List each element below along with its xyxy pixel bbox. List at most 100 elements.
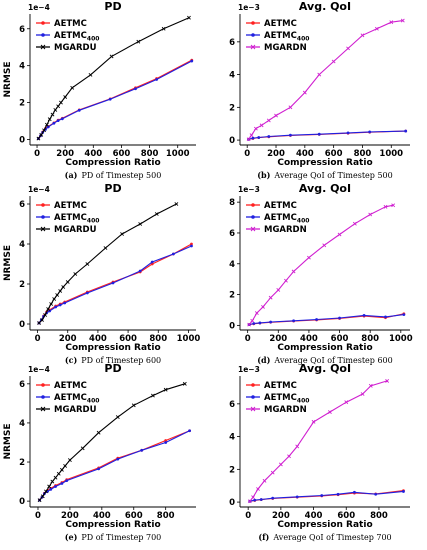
data-point — [289, 133, 292, 137]
y-tick-label: 4 — [229, 433, 235, 443]
x-tick-label: 600 — [119, 334, 137, 344]
series-3 — [36, 15, 191, 141]
data-point — [65, 479, 69, 483]
data-point — [247, 499, 252, 504]
y-tick-label: 8 — [229, 198, 235, 208]
x-tick-label: 400 — [89, 334, 107, 344]
y-tick-label: 0 — [19, 135, 25, 145]
y-tick-label: 2 — [229, 103, 235, 113]
data-point — [353, 490, 356, 494]
data-point — [47, 117, 52, 122]
chart-title: Avg. QoI — [299, 0, 351, 13]
data-point — [54, 485, 57, 488]
data-point — [389, 20, 394, 25]
data-point — [338, 316, 341, 320]
y-multiplier: 1e−4 — [28, 365, 50, 374]
data-point — [103, 246, 108, 250]
y-tick-label: 0 — [19, 497, 25, 507]
data-point — [250, 318, 255, 323]
chart-panel-6: 0 200 400 600 800 0 2 4 6 Avg. QoI 1e−3 Compression… — [229, 362, 410, 542]
legend-marker — [40, 44, 46, 50]
x-tick-label: 200 — [272, 511, 290, 521]
y-tick-label: 6 — [229, 400, 235, 410]
data-point — [120, 232, 124, 236]
data-point — [252, 322, 256, 325]
data-point — [368, 212, 373, 217]
data-point — [50, 479, 55, 484]
data-point — [59, 100, 63, 105]
data-point — [49, 302, 54, 306]
data-point — [63, 301, 67, 305]
data-point — [150, 393, 155, 398]
data-point — [331, 59, 336, 64]
x-tick-label: 1000 — [389, 334, 413, 344]
caption-text: Average QoI of Timestep 500 — [273, 171, 392, 180]
x-tick-label: 800 — [361, 334, 379, 344]
y-tick-label: 4 — [19, 62, 25, 72]
legend-label: AETMC — [264, 381, 297, 391]
legend-label: AETMC — [264, 201, 297, 211]
chart-title: Avg. QoI — [299, 362, 351, 375]
data-point — [315, 318, 318, 321]
data-point — [287, 454, 291, 459]
legend-label: MGARDN — [264, 405, 307, 415]
chart-panel-5: 0 200 400 600 800 0 2 4 6 PD 1e−4 Compression Ratio… — [3, 362, 196, 542]
data-point — [171, 252, 175, 256]
data-point — [317, 132, 321, 136]
legend-item: MGARDN — [246, 405, 307, 415]
legend-marker — [41, 203, 45, 207]
series-1 — [38, 429, 192, 502]
caption-letter: (a) — [65, 170, 78, 180]
caption-letter: (e) — [65, 532, 78, 542]
data-point — [58, 289, 63, 293]
series-line — [39, 430, 190, 501]
data-point — [52, 297, 57, 301]
data-point — [150, 262, 154, 266]
legend-marker — [251, 21, 255, 25]
legend-label: MGARDU — [54, 225, 97, 235]
y-tick-label: 6 — [19, 25, 25, 35]
legend-item: AETMC — [246, 19, 297, 29]
legend-item: AETMC400 — [36, 31, 99, 43]
x-tick-label: 200 — [267, 149, 285, 159]
data-point — [374, 492, 378, 496]
data-point — [368, 383, 373, 388]
series-line — [249, 490, 404, 502]
chart-panel-1: 0 200 400 600 800 1000 0 2 4 6 PD 1e−4 Compression R… — [3, 0, 196, 180]
data-point — [134, 87, 137, 91]
x-tick-label: 200 — [56, 149, 74, 159]
data-point — [307, 255, 311, 260]
chart-title: PD — [104, 182, 121, 195]
x-tick-label: 1000 — [379, 149, 403, 159]
data-point — [138, 222, 143, 226]
x-tick-label: 200 — [269, 334, 287, 344]
data-point — [400, 18, 405, 23]
data-point — [247, 322, 252, 327]
data-point — [302, 90, 307, 95]
data-point — [278, 462, 283, 467]
series-line — [37, 59, 193, 139]
legend-marker — [251, 395, 255, 399]
y-tick-label: 0 — [229, 136, 235, 146]
data-point — [258, 321, 262, 325]
x-tick-label: 400 — [296, 149, 314, 159]
data-point — [155, 78, 159, 81]
series-line — [39, 430, 190, 501]
data-point — [50, 112, 55, 117]
data-point — [63, 95, 68, 99]
data-point — [253, 498, 257, 502]
subfigure-caption: (f) Average QoI of Timestep 700 — [258, 532, 391, 542]
x-axis-label: Compression Ratio — [277, 520, 372, 530]
legend-label: AETMC400 — [54, 31, 99, 43]
data-point — [61, 285, 66, 289]
y-tick-label: 6 — [19, 380, 25, 390]
legend-item: MGARDN — [246, 225, 307, 235]
y-tick-label: 0 — [229, 498, 235, 508]
data-point — [346, 46, 350, 51]
series-line — [248, 204, 394, 325]
legend-marker — [251, 383, 255, 387]
x-tick-label: 200 — [59, 334, 77, 344]
x-tick-label: 0 — [244, 149, 250, 159]
data-point — [269, 320, 273, 324]
legend-marker — [41, 33, 45, 37]
